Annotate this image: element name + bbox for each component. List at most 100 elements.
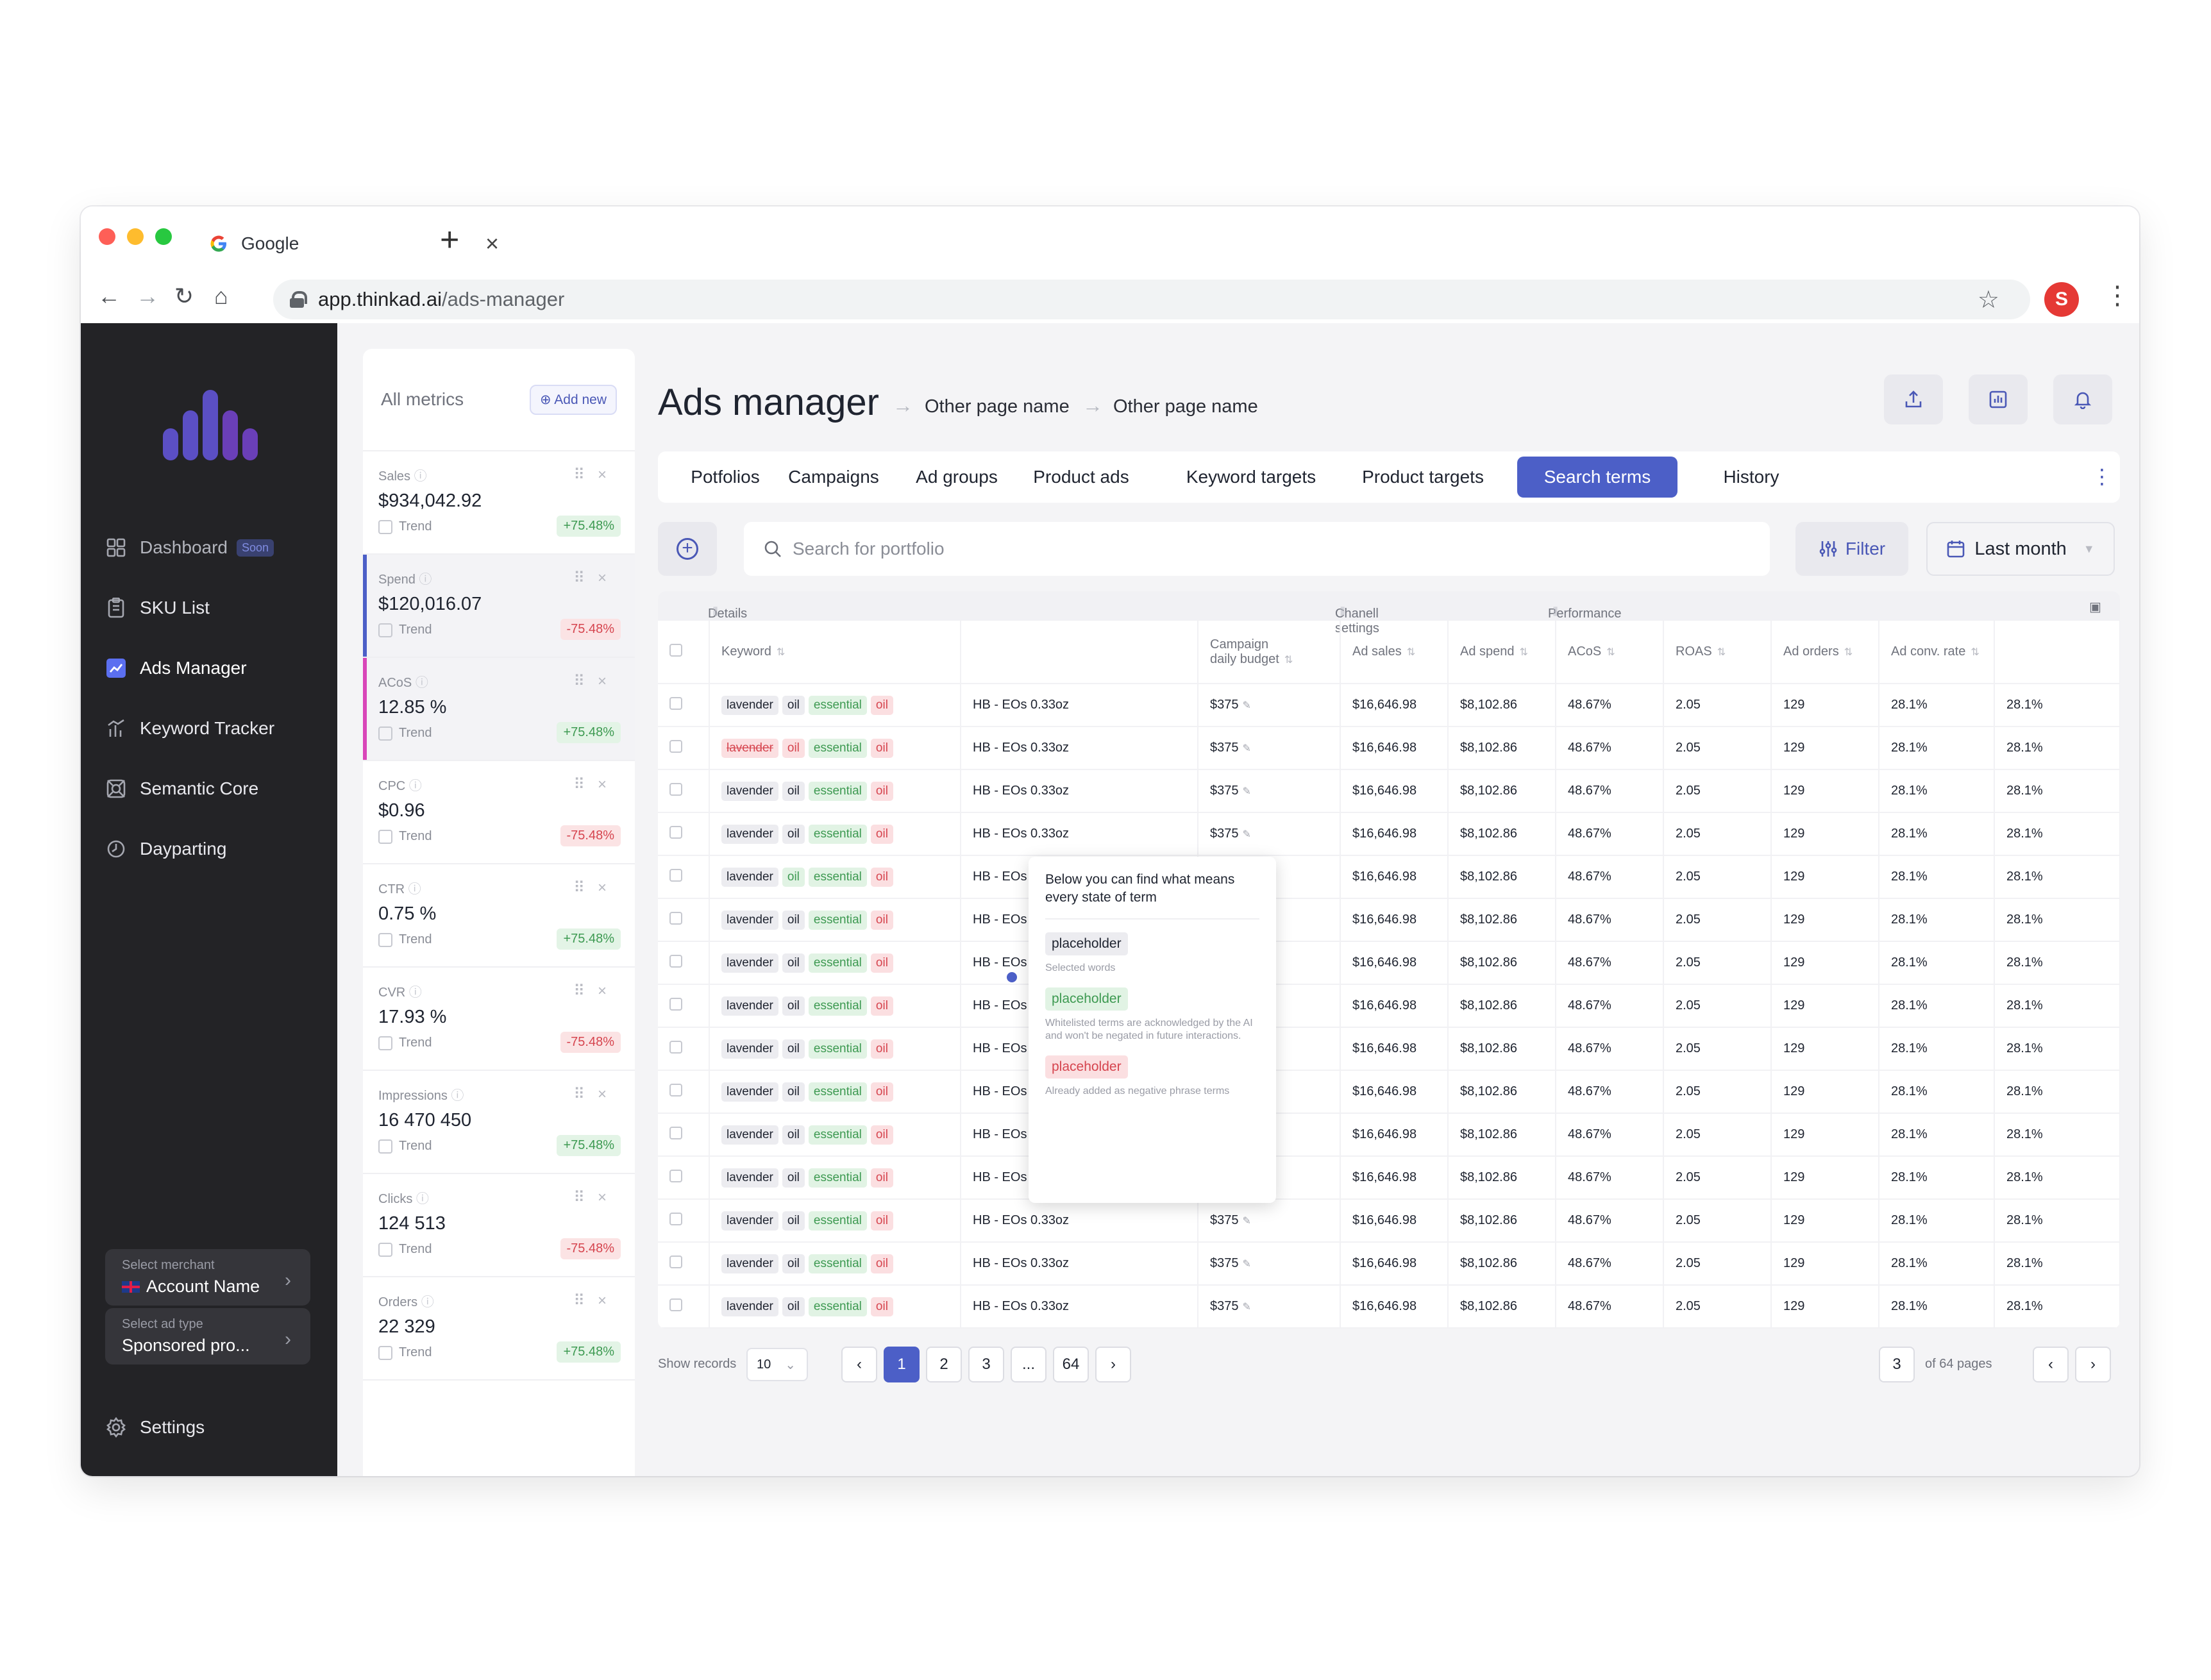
edit-icon[interactable]: ✎: [1242, 743, 1251, 754]
back-icon[interactable]: ←: [97, 283, 121, 309]
reload-icon[interactable]: ↻: [174, 283, 194, 309]
drag-handle-icon[interactable]: ⠿: [573, 569, 598, 587]
row-checkbox[interactable]: [669, 1169, 682, 1182]
keyword-chip[interactable]: essential: [808, 738, 867, 758]
campaign-cell[interactable]: HB - EOs 0.33oz: [961, 1241, 1198, 1285]
next-page-button[interactable]: ›: [1095, 1347, 1131, 1382]
trend-checkbox[interactable]: [378, 1242, 392, 1257]
trend-checkbox[interactable]: [378, 519, 392, 534]
col-ad-sales[interactable]: Ad sales ⇅: [1340, 621, 1449, 684]
row-checkbox[interactable]: [669, 1298, 682, 1311]
keyword-chip[interactable]: lavender: [721, 738, 778, 758]
tab-product-ads[interactable]: Product ads: [1033, 467, 1129, 487]
keyword-chip[interactable]: essential: [808, 910, 867, 930]
page-number-input[interactable]: 3: [1879, 1347, 1915, 1382]
trend-checkbox[interactable]: [378, 1139, 392, 1154]
close-icon[interactable]: ×: [597, 1292, 619, 1309]
keyword-chip[interactable]: lavender: [721, 953, 778, 973]
trend-checkbox[interactable]: [378, 1036, 392, 1050]
col-roas[interactable]: ROAS ⇅: [1663, 621, 1772, 684]
keyword-chip[interactable]: oil: [782, 695, 805, 715]
close-icon[interactable]: ×: [597, 982, 619, 1000]
campaign-cell[interactable]: HB - EOs 0.33oz: [961, 1284, 1198, 1328]
tab-product-targets[interactable]: Product targets: [1362, 467, 1484, 487]
row-checkbox[interactable]: [669, 1255, 682, 1268]
maximize-window-button[interactable]: [155, 228, 172, 245]
trend-checkbox[interactable]: [378, 829, 392, 844]
metric-card-spend[interactable]: Spend ⓘ $120,016.07 Trend ⠿× -75.48%: [363, 555, 635, 658]
close-icon[interactable]: ×: [597, 776, 619, 793]
date-range-select[interactable]: Last month ▼: [1926, 522, 2115, 576]
sidebar-item-dashboard[interactable]: Dashboard Soon: [105, 525, 323, 571]
keyword-chip[interactable]: essential: [808, 953, 867, 973]
page-button[interactable]: 3: [968, 1347, 1004, 1382]
edit-icon[interactable]: ✎: [1242, 829, 1251, 840]
page-button[interactable]: 2: [926, 1347, 962, 1382]
keyword-chip[interactable]: lavender: [721, 996, 778, 1016]
home-icon[interactable]: ⌂: [214, 283, 228, 309]
keyword-chip[interactable]: lavender: [721, 824, 778, 844]
keyword-chip[interactable]: oil: [782, 738, 805, 758]
trend-toggle[interactable]: Trend: [378, 1139, 619, 1154]
keyword-chip[interactable]: essential: [808, 996, 867, 1016]
bookmark-star-icon[interactable]: ☆: [1977, 286, 1999, 314]
keyword-chip[interactable]: oil: [782, 1254, 805, 1273]
trend-toggle[interactable]: Trend: [378, 1345, 619, 1360]
sidebar-item-settings[interactable]: Settings: [105, 1404, 323, 1450]
row-checkbox[interactable]: [669, 954, 682, 968]
campaign-cell[interactable]: HB - EOs 0.33oz: [961, 769, 1198, 812]
keyword-chip[interactable]: lavender: [721, 867, 778, 887]
keyword-chip[interactable]: essential: [808, 1125, 867, 1145]
keyword-chip[interactable]: lavender: [721, 695, 778, 715]
page-button[interactable]: 1: [884, 1347, 920, 1382]
records-per-page-select[interactable]: 10 ⌄: [746, 1348, 808, 1381]
drag-handle-icon[interactable]: ⠿: [573, 466, 598, 483]
tab-ad-groups[interactable]: Ad groups: [916, 467, 998, 487]
keyword-chip[interactable]: essential: [808, 781, 867, 801]
keyword-chip[interactable]: oil: [870, 1297, 893, 1316]
edit-icon[interactable]: ✎: [1242, 700, 1251, 711]
campaign-cell[interactable]: HB - EOs 0.33oz: [961, 1198, 1198, 1242]
campaign-cell[interactable]: HB - EOs 0.33oz: [961, 1327, 1198, 1329]
drag-handle-icon[interactable]: ⠿: [573, 1292, 598, 1309]
columns-icon[interactable]: ⫼: [1553, 607, 1558, 617]
keyword-chip[interactable]: oil: [782, 824, 805, 844]
select-all-checkbox[interactable]: [669, 643, 682, 657]
prev-page-button[interactable]: ‹: [2033, 1347, 2069, 1382]
keyword-chip[interactable]: oil: [782, 1297, 805, 1316]
row-checkbox[interactable]: [669, 1040, 682, 1054]
keyword-chip[interactable]: oil: [782, 996, 805, 1016]
keyword-chip[interactable]: oil: [870, 953, 893, 973]
budget-cell[interactable]: $375✎: [1198, 769, 1341, 812]
trend-toggle[interactable]: Trend: [378, 1242, 619, 1257]
tab-potfolios[interactable]: Potfolios: [691, 467, 760, 487]
row-checkbox[interactable]: [669, 911, 682, 925]
tab-campaigns[interactable]: Campaigns: [788, 467, 879, 487]
keyword-chip[interactable]: oil: [782, 1125, 805, 1145]
browser-tab[interactable]: Google ×: [200, 221, 501, 267]
edit-icon[interactable]: ✎: [1242, 1216, 1251, 1227]
trend-toggle[interactable]: Trend: [378, 726, 619, 741]
budget-cell[interactable]: $375✎: [1198, 1198, 1341, 1242]
browser-menu-icon[interactable]: ⋮: [2105, 281, 2130, 310]
sidebar-item-sku-list[interactable]: SKU List: [105, 585, 323, 631]
drag-handle-icon[interactable]: ⠿: [573, 776, 598, 793]
address-bar[interactable]: app.thinkad.ai/ads-manager ☆: [273, 280, 2030, 319]
close-icon[interactable]: ×: [597, 673, 619, 690]
tab-search-terms[interactable]: Search terms: [1517, 457, 1677, 498]
campaign-cell[interactable]: HB - EOs 0.33oz: [961, 683, 1198, 727]
budget-cell[interactable]: $375✎: [1198, 1284, 1341, 1328]
keyword-chip[interactable]: oil: [870, 1254, 893, 1273]
close-icon[interactable]: ×: [597, 569, 619, 587]
keyword-chip[interactable]: oil: [870, 1082, 893, 1102]
keyword-chip[interactable]: lavender: [721, 781, 778, 801]
keyword-chip[interactable]: essential: [808, 1039, 867, 1059]
